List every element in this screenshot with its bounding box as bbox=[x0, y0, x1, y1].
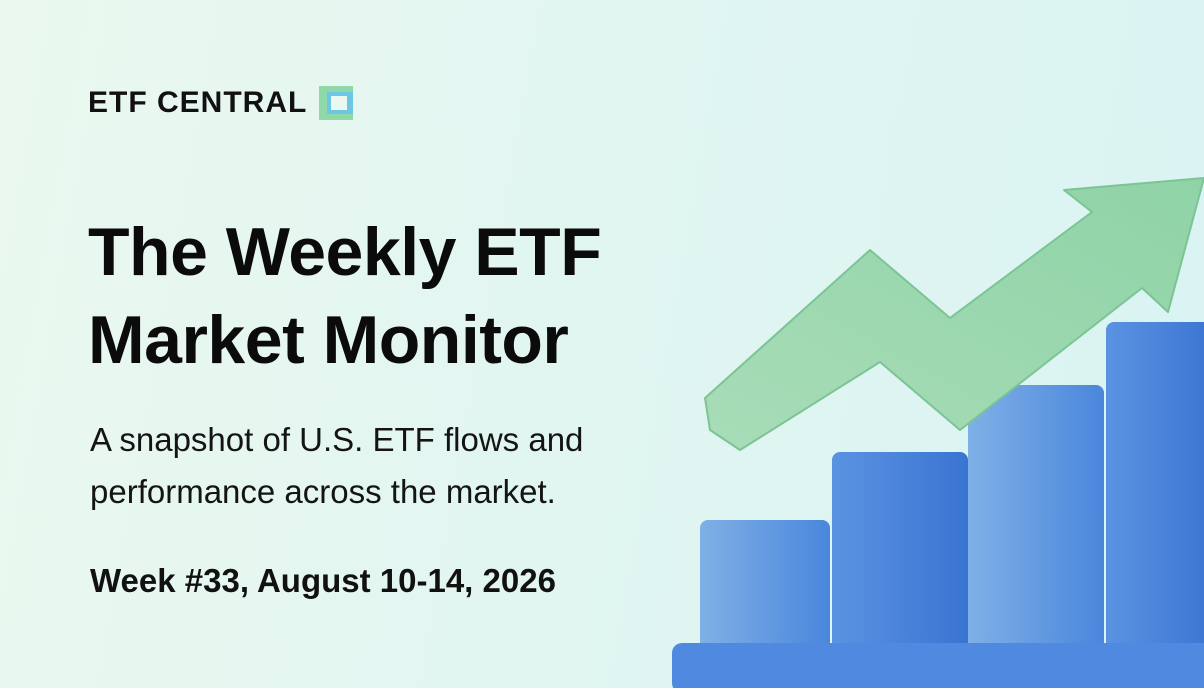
subtitle: A snapshot of U.S. ETF flows and perform… bbox=[90, 414, 583, 518]
bar-illustration bbox=[1106, 322, 1204, 650]
title: The Weekly ETF Market Monitor bbox=[88, 208, 602, 384]
brand: ETF CENTRAL bbox=[88, 86, 354, 120]
title-line: Market Monitor bbox=[88, 302, 569, 378]
bar-illustration bbox=[832, 452, 968, 650]
subtitle-line: A snapshot of U.S. ETF flows and bbox=[90, 421, 584, 458]
base-platform bbox=[672, 643, 1204, 688]
week-label: Week #33, August 10-14, 2026 bbox=[90, 562, 556, 599]
bar-illustration bbox=[968, 385, 1104, 650]
brand-logo bbox=[319, 86, 354, 120]
brand-name: ETF CENTRAL bbox=[88, 86, 308, 119]
bar-illustration bbox=[700, 520, 830, 650]
subtitle-line: performance across the market. bbox=[90, 473, 556, 510]
logo-icon bbox=[319, 86, 354, 120]
trend-arrow bbox=[704, 177, 1204, 451]
title-line: The Weekly ETF bbox=[88, 214, 602, 290]
